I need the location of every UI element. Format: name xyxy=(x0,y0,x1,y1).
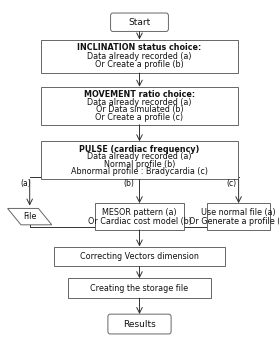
Text: Or Create a profile (c): Or Create a profile (c) xyxy=(95,113,184,121)
Text: Or Cardiac cost model (b): Or Cardiac cost model (b) xyxy=(88,217,191,226)
Text: Or Create a profile (b): Or Create a profile (b) xyxy=(95,60,184,69)
Text: Normal profile (b): Normal profile (b) xyxy=(104,160,175,169)
Text: File: File xyxy=(23,212,36,221)
Text: (b): (b) xyxy=(123,179,134,188)
Text: INCLINATION status choice:: INCLINATION status choice: xyxy=(77,44,202,52)
Text: Start: Start xyxy=(128,18,151,27)
Text: Creating the storage file: Creating the storage file xyxy=(90,284,189,293)
FancyBboxPatch shape xyxy=(41,40,238,73)
Text: Use normal file (a): Use normal file (a) xyxy=(201,207,276,216)
FancyBboxPatch shape xyxy=(95,203,184,230)
Text: Results: Results xyxy=(123,319,156,329)
FancyBboxPatch shape xyxy=(54,247,225,267)
FancyBboxPatch shape xyxy=(41,141,238,179)
Text: Correcting Vectors dimension: Correcting Vectors dimension xyxy=(80,252,199,261)
Text: Or Generate a profile (b): Or Generate a profile (b) xyxy=(189,217,279,226)
Text: MOVEMENT ratio choice:: MOVEMENT ratio choice: xyxy=(84,90,195,99)
FancyBboxPatch shape xyxy=(207,203,270,230)
FancyBboxPatch shape xyxy=(108,314,171,334)
Text: Data already recorded (a): Data already recorded (a) xyxy=(87,152,192,161)
FancyBboxPatch shape xyxy=(41,87,238,125)
Text: Data already recorded (a): Data already recorded (a) xyxy=(87,52,192,61)
Text: (c): (c) xyxy=(227,179,237,188)
Text: Data already recorded (a): Data already recorded (a) xyxy=(87,97,192,106)
FancyBboxPatch shape xyxy=(68,278,211,298)
Text: Abnormal profile : Bradycardia (c): Abnormal profile : Bradycardia (c) xyxy=(71,167,208,176)
Text: PULSE (cardiac frequency): PULSE (cardiac frequency) xyxy=(79,144,200,153)
FancyBboxPatch shape xyxy=(110,13,169,31)
Text: Or Data simulated (b): Or Data simulated (b) xyxy=(96,105,183,114)
Text: (a): (a) xyxy=(20,179,31,188)
Text: MESOR pattern (a): MESOR pattern (a) xyxy=(102,207,177,216)
Polygon shape xyxy=(8,208,52,225)
